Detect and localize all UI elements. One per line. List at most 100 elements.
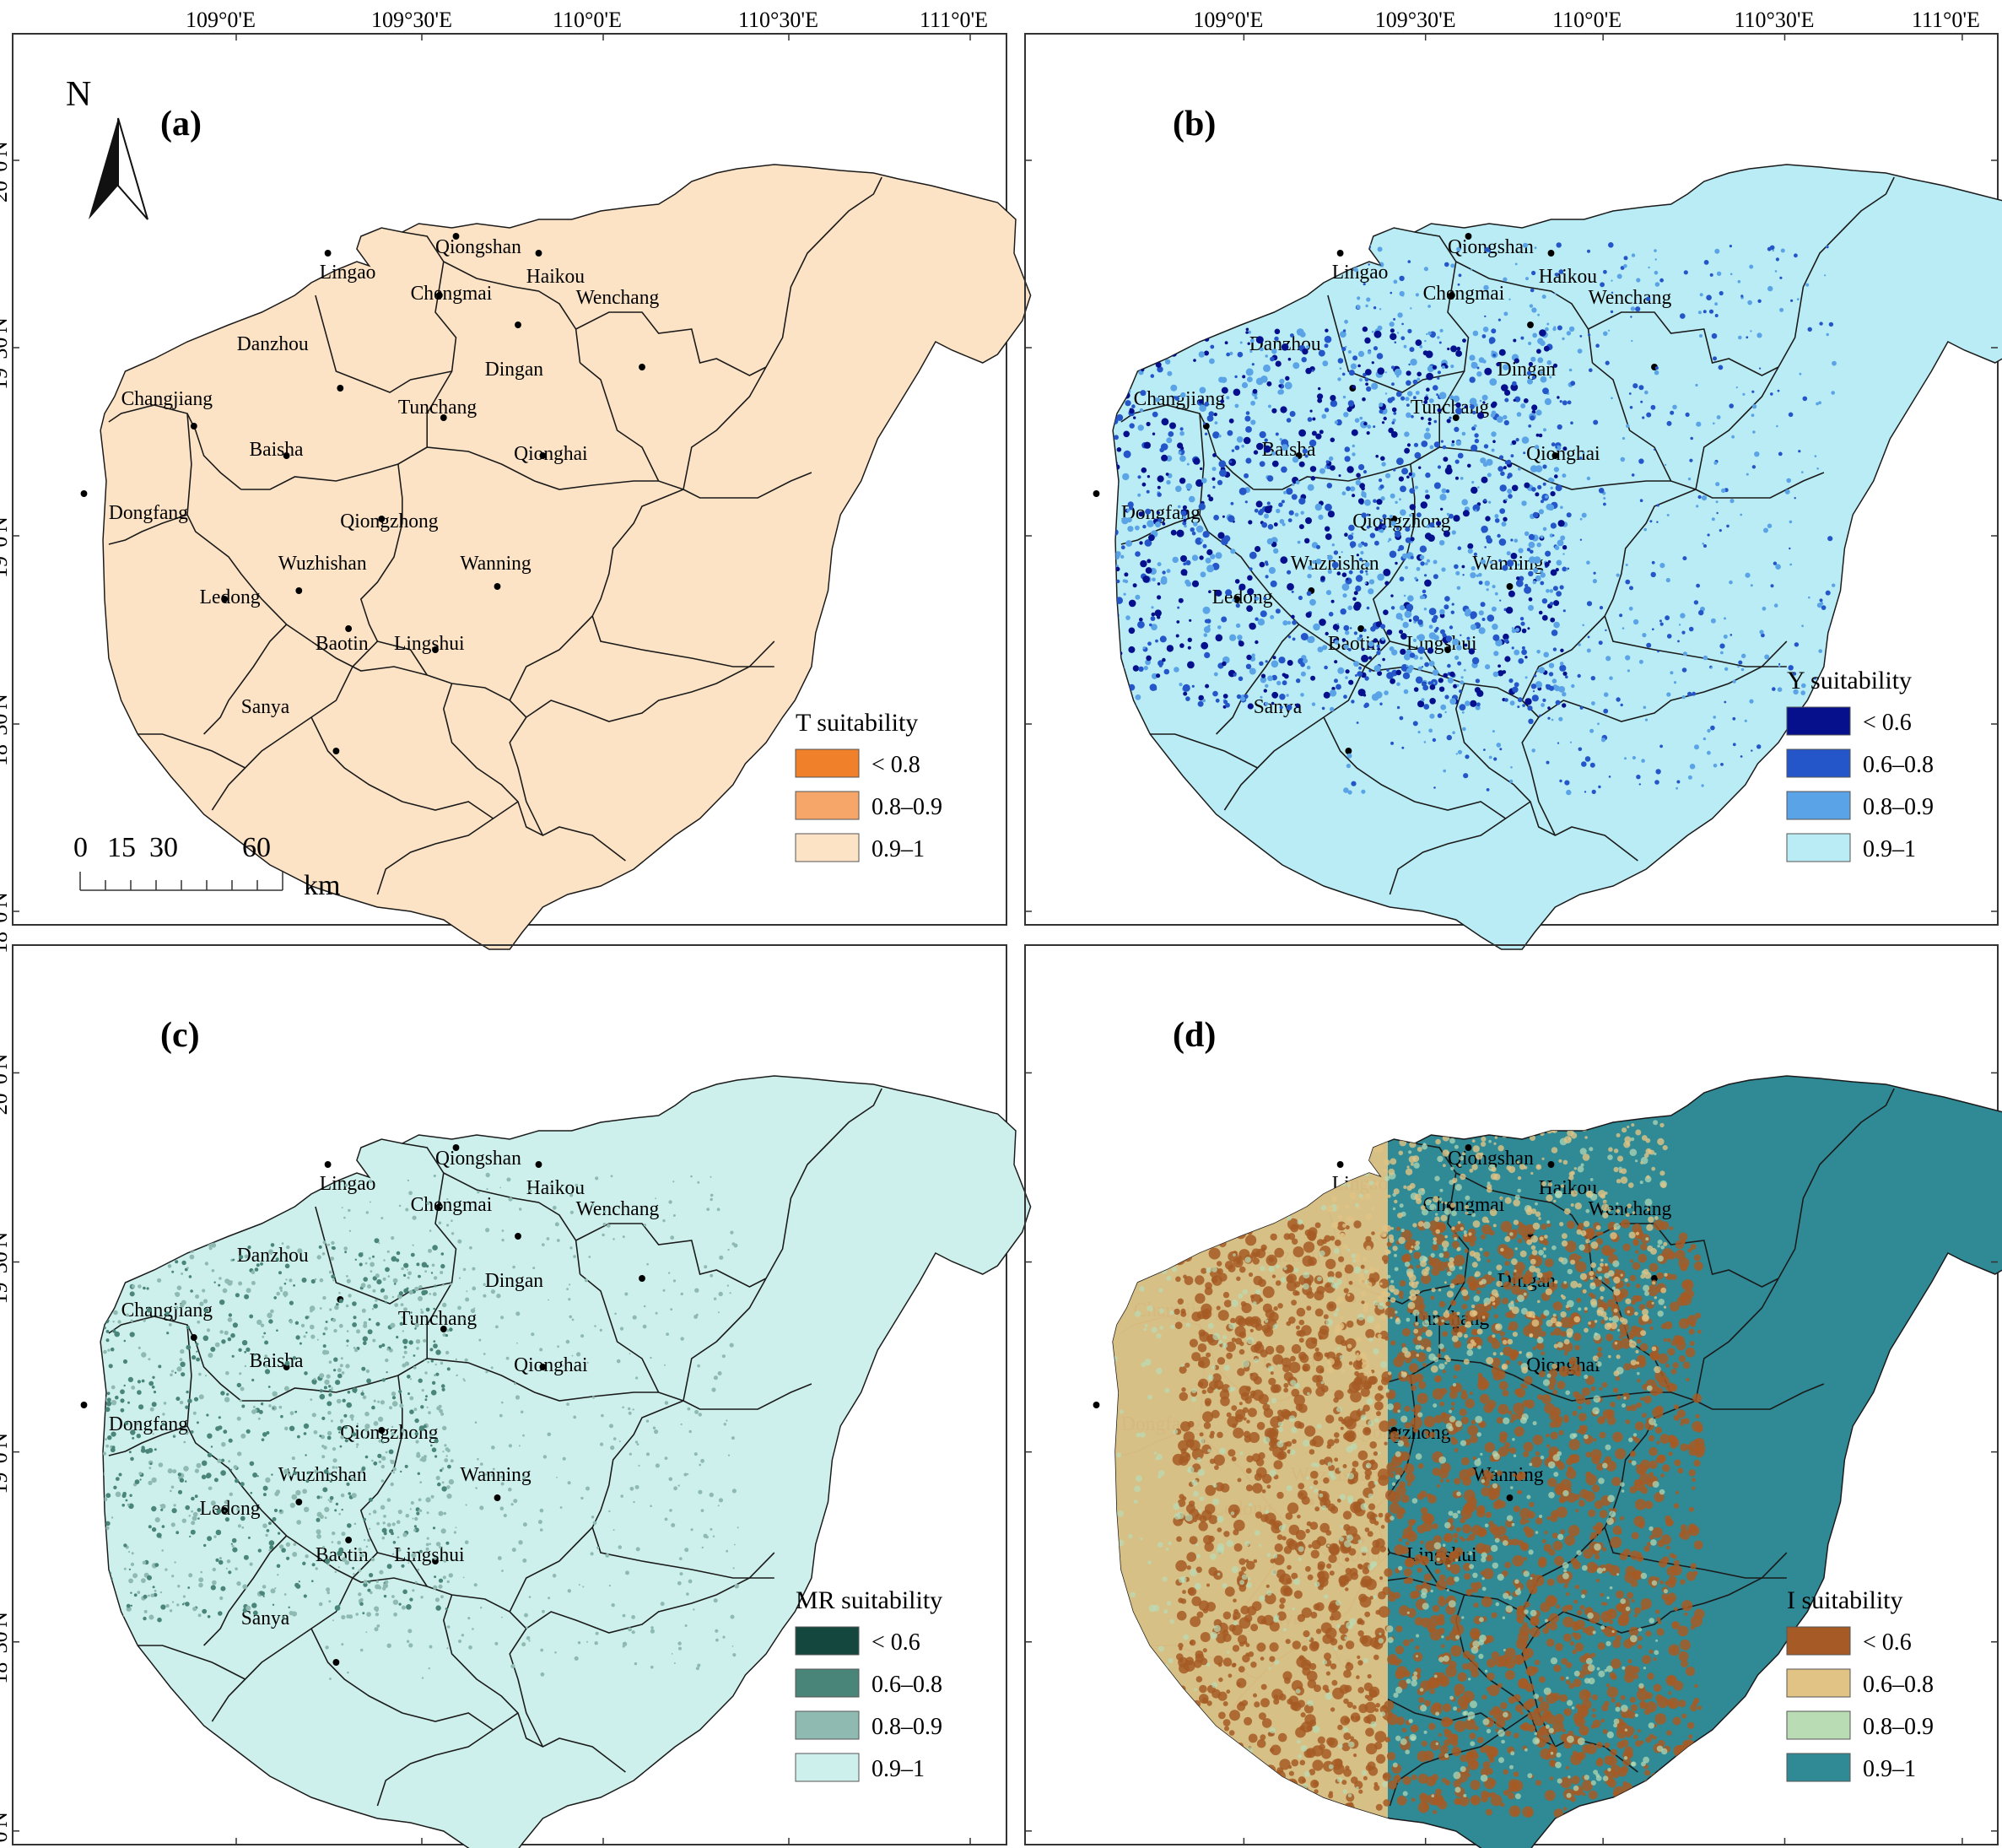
city-point [1345,748,1352,754]
city-point [1093,1402,1100,1408]
county-boundary [765,1088,882,1279]
city-point [539,1364,547,1370]
county-boundary [138,733,246,769]
county-boundary [765,176,882,368]
county-boundary [186,1324,312,1554]
suitability-raster-speckles [316,1172,739,1680]
city-point [1506,1494,1514,1501]
county-boundary [1521,615,1605,701]
city-point [452,233,460,240]
scale-tick-label: 60 [242,832,271,863]
county-boundary [186,413,312,642]
suitability-raster-speckles [1328,242,1837,796]
city-point [324,250,332,257]
legend-title: I suitability [1787,1586,1903,1614]
legend: T suitability < 0.8 0.8–0.9 0.9–1 [795,709,942,862]
county-boundary [1538,640,1788,722]
place-label-qionghai: Qionghai [514,443,588,465]
county-boundary [1120,404,1255,490]
place-label-qiongzhong: Qiongzhong [340,1422,438,1444]
panel-tag: (b) [1173,105,1216,143]
county-boundary [1150,733,1258,769]
longitude-label: 111°0'E [1912,8,1980,32]
map-panel-d: QiongshanHaikouLingaoChengmaiWenchangDan… [1024,944,2002,1848]
legend: Y suitability < 0.6 0.6–0.8 0.8–0.9 0.9–1 [1786,667,1934,862]
map-panel-b: QiongshanHaikouLingaoChengmaiWenchangDan… [1024,8,2002,950]
place-label-wanning: Wanning [460,553,531,575]
legend-label: 0.6–0.8 [1863,1672,1934,1698]
county-boundary [310,716,494,819]
legend-label: < 0.6 [1863,1629,1912,1656]
longitude-label: 110°0'E [553,8,622,32]
city-point [539,452,547,459]
county-boundary [1778,176,1895,368]
latitude-label: 18°30'N [0,1612,12,1684]
city-point [1506,583,1514,590]
place-label-chengmai: Chengmai [411,283,493,305]
legend-swatch [795,1668,860,1698]
place-label-wanning: Wanning [460,1464,531,1486]
county-boundary [1223,640,1390,811]
city-point [432,646,439,653]
place-label-wenchang: Wenchang [576,287,660,309]
place-label-sanya: Sanya [241,1608,290,1629]
latitude-label: 20°0'N [0,1053,12,1115]
legend-label: < 0.6 [1863,710,1912,736]
north-letter: N [66,75,91,114]
place-label-qiongshan: Qiongshan [435,1148,521,1170]
county-boundary [240,1282,453,1402]
county-boundary [1327,231,1470,393]
place-label-ledong: Ledong [200,586,261,608]
county-boundary [591,1400,774,1579]
city-point [345,1537,353,1543]
place-label-lingshui: Lingshui [394,1544,465,1566]
legend-swatch [1786,748,1851,778]
county-boundary [1253,370,1465,490]
place-label-haikou: Haikou [526,1177,585,1199]
place-label-danzhou: Danzhou [237,333,309,355]
city-point [1336,1161,1344,1168]
place-label-wenchang: Wenchang [1589,1198,1672,1220]
county-boundary [580,1273,660,1393]
county-boundary [211,1552,378,1722]
city-point [435,292,443,299]
city-point [494,1494,501,1501]
city-point [515,1233,521,1240]
county-boundary [240,370,453,490]
city-point [535,1161,542,1168]
city-point [80,1402,88,1408]
legend-swatch [1786,1753,1851,1782]
county-boundary [575,1223,767,1288]
city-point [1336,250,1344,257]
graticule-labels: 109°0'E 109°30'E 110°0'E 110°30'E 111°0'E 20°… [0,8,988,954]
longitude-label: 109°0'E [1193,8,1263,32]
county-boundary [315,1143,457,1305]
place-label-wuzhishan: Wuzhishan [278,553,367,575]
panel-tag: (c) [160,1016,200,1055]
legend-label: 0.8–0.9 [871,1714,942,1740]
city-point [1093,490,1100,497]
county-boundary [575,311,767,376]
county-boundary [509,716,544,836]
county-boundary [1455,261,1594,364]
latitude-label: 18°30'N [0,694,12,766]
county-boundary [1216,624,1300,735]
place-label-baotin: Baotin [316,633,369,655]
county-boundary [509,615,593,701]
city-point [1527,322,1534,328]
legend-swatch [1786,706,1851,736]
place-label-chengmai: Chengmai [1423,283,1505,305]
latitude-label: 19°0'N [0,516,12,578]
city-point [1357,625,1365,632]
place-label-ledong: Ledong [200,1498,261,1520]
legend-title: MR suitability [796,1586,942,1614]
place-label-changjiang: Changjiang [121,1300,213,1321]
city-point [332,1659,340,1666]
county-boundary [359,463,403,642]
city-point [324,1161,332,1168]
city-point [1547,1161,1555,1168]
graticule-labels: 20°0'N 19°30'N 19°0'N 18°30'N 18°0'N [0,1053,971,1848]
city-point [1465,233,1472,240]
legend-swatch [1786,1710,1851,1740]
county-boundary [138,1645,246,1680]
